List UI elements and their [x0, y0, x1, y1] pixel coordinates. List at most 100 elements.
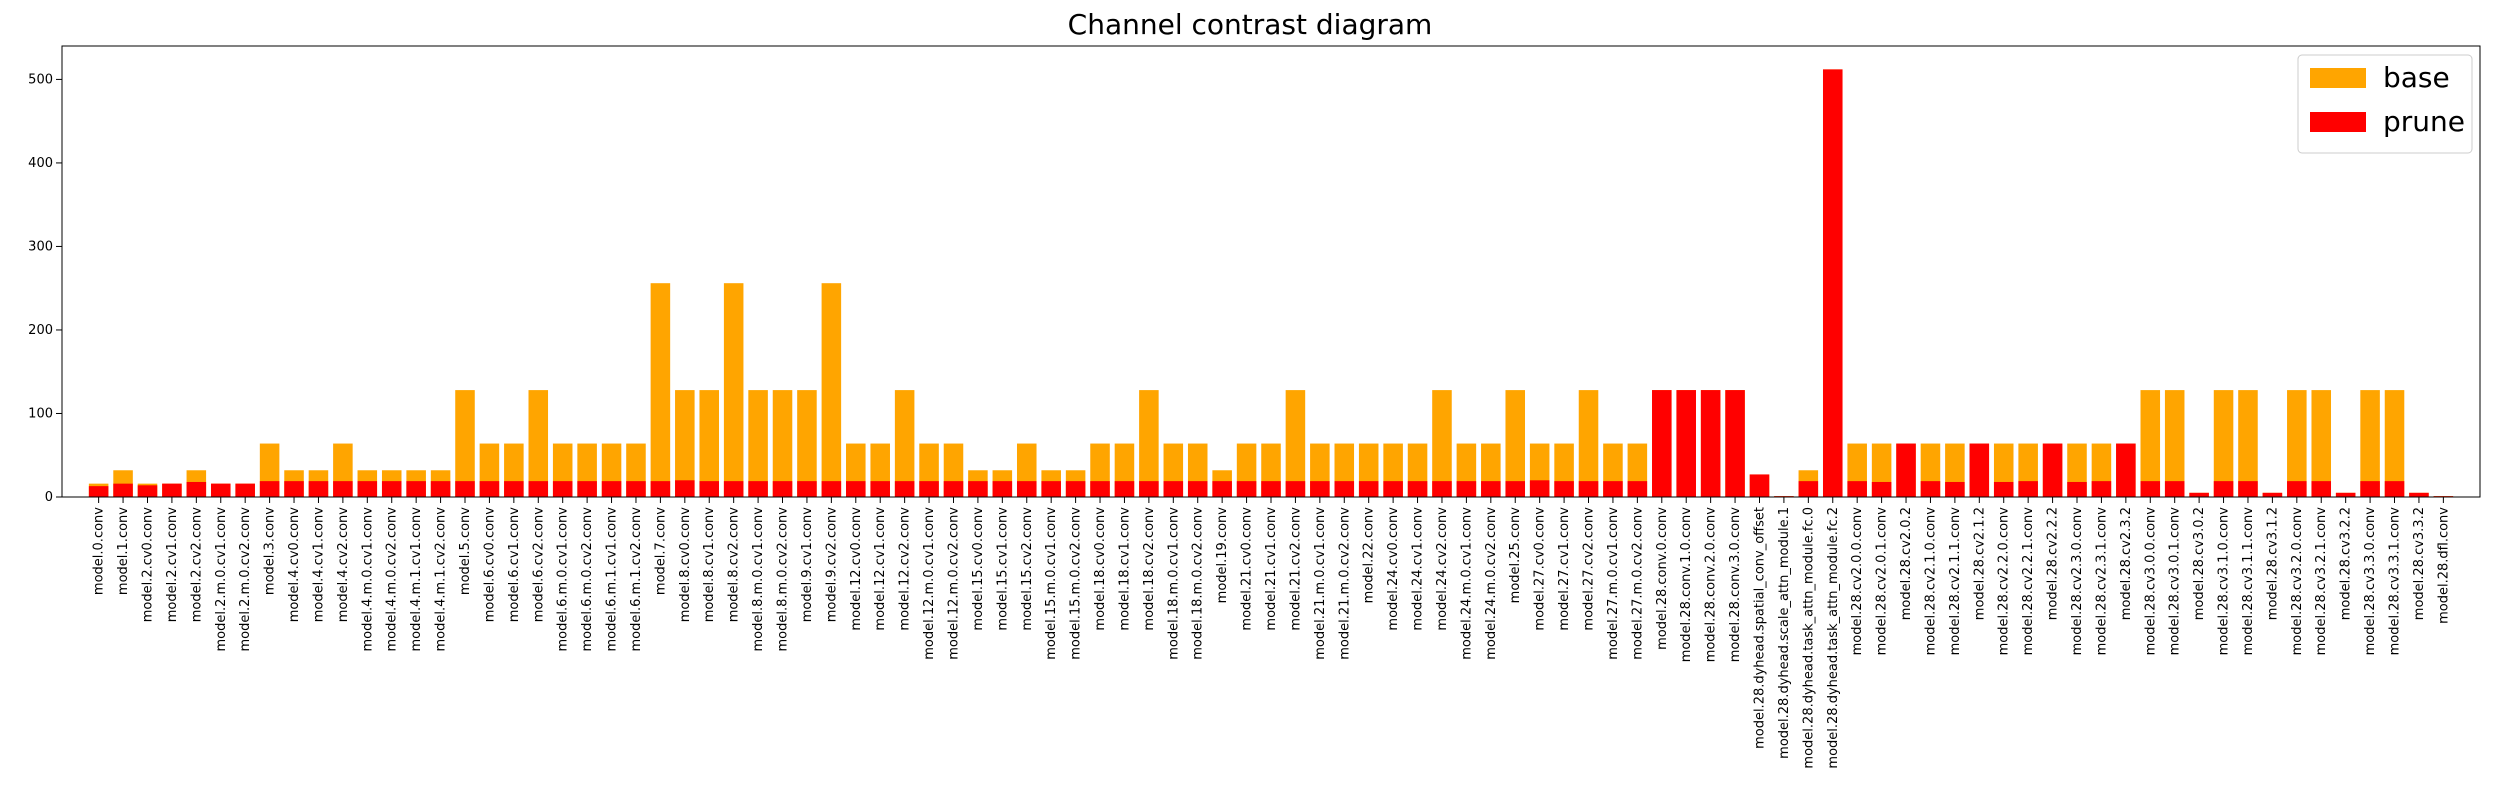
prune-bar — [626, 481, 646, 497]
x-tick-label: model.27.cv2.conv — [1582, 507, 1597, 631]
x-tick-label: model.1.conv — [116, 507, 131, 595]
x-tick-label: model.25.conv — [1508, 507, 1523, 604]
prune-bar — [1285, 481, 1306, 497]
prune-bar — [479, 481, 500, 497]
x-tick-label: model.15.cv1.conv — [995, 507, 1010, 631]
y-tick-label: 100 — [28, 406, 53, 421]
x-tick-label: model.28.cv2.0.1.conv — [1875, 507, 1890, 656]
prune-bar — [2140, 481, 2161, 497]
x-tick-label: model.27.cv1.conv — [1557, 507, 1572, 631]
x-tick-label: model.27.m.0.cv2.conv — [1630, 507, 1645, 660]
base-bar — [2384, 390, 2405, 497]
x-tick-label: model.12.cv0.conv — [849, 507, 864, 631]
prune-bar — [821, 481, 842, 497]
x-tick-label: model.28.conv.2.0.conv — [1704, 507, 1719, 663]
x-tick-label: model.28.cv3.2.0.conv — [2290, 507, 2305, 656]
base-bar — [2140, 390, 2161, 497]
x-tick-label: model.2.cv0.conv — [140, 507, 155, 623]
base-bar — [772, 390, 793, 497]
prune-bar — [235, 483, 255, 497]
x-tick-label: model.28.dyhead.task_attn_module.fc.2 — [1826, 507, 1841, 769]
x-tick-label: model.28.cv3.3.1.conv — [2388, 507, 2403, 656]
plot-frame — [61, 45, 2481, 498]
x-tick-label: model.24.cv0.conv — [1386, 507, 1401, 631]
base-bar — [2287, 390, 2307, 497]
prune-bar — [2067, 481, 2087, 497]
base-bar — [821, 283, 842, 497]
prune-bar — [162, 483, 182, 497]
prune-bar — [381, 481, 402, 497]
legend-swatch-prune — [2310, 112, 2366, 132]
x-tick-label: model.21.cv0.conv — [1240, 507, 1255, 631]
x-tick-label: model.6.cv2.conv — [531, 507, 546, 623]
prune-bar — [2335, 492, 2356, 497]
legend: base prune — [2297, 54, 2473, 154]
x-tick-label: model.6.m.1.cv2.conv — [629, 507, 644, 652]
prune-bar — [308, 481, 329, 497]
prune-bar — [1969, 443, 1990, 497]
x-tick-label: model.24.cv2.conv — [1435, 507, 1450, 631]
prune-bar — [2409, 492, 2429, 497]
x-tick-label: model.18.cv1.conv — [1117, 507, 1132, 631]
prune-bar — [1700, 390, 1721, 497]
prune-bar — [455, 481, 475, 497]
prune-bar — [2384, 481, 2405, 497]
x-tick-label: model.28.cv2.3.0.conv — [2070, 507, 2085, 656]
x-tick-label: model.28.conv.1.0.conv — [1679, 507, 1694, 663]
base-bar — [2213, 390, 2234, 497]
prune-bar — [2213, 481, 2234, 497]
prune-bar — [1114, 481, 1135, 497]
prune-bar — [504, 481, 524, 497]
prune-bar — [1871, 481, 1892, 497]
prune-bar — [1725, 390, 1745, 497]
prune-bar — [2189, 492, 2209, 497]
prune-bar — [1627, 481, 1648, 497]
prune-bar — [1310, 481, 1330, 497]
x-tick-label: model.28.dyhead.scale_attn_module.1 — [1777, 507, 1792, 759]
base-bar — [528, 390, 549, 497]
base-bars-group — [88, 69, 2454, 497]
base-bar — [650, 283, 671, 497]
x-tick-label: model.28.cv3.0.2 — [2192, 507, 2207, 620]
prune-bar — [919, 481, 939, 497]
x-tick-label: model.24.m.0.cv1.conv — [1459, 507, 1474, 660]
prune-bar — [2018, 481, 2038, 497]
x-tick-label: model.7.conv — [653, 507, 668, 595]
x-tick-label: model.12.m.0.cv1.conv — [922, 507, 937, 660]
x-tick-label: model.28.cv2.0.2 — [1899, 507, 1914, 620]
prune-bar — [1261, 481, 1281, 497]
prune-bar — [1334, 481, 1355, 497]
prune-bar — [2287, 481, 2307, 497]
base-bar — [1505, 390, 1526, 497]
prune-bar — [1139, 481, 1159, 497]
prune-bar — [870, 481, 890, 497]
x-tick-label: model.28.conv.0.conv — [1655, 507, 1670, 650]
prune-bar — [1603, 481, 1623, 497]
legend-swatch-base — [2310, 68, 2366, 88]
x-tick-label: model.28.cv2.2.0.conv — [1997, 507, 2012, 656]
x-tick-label: model.6.m.1.cv1.conv — [605, 507, 620, 652]
x-tick-label: model.12.m.0.cv2.conv — [946, 507, 961, 660]
prune-bar — [992, 481, 1013, 497]
x-tick-label: model.4.m.1.cv1.conv — [409, 507, 424, 652]
prune-bar — [846, 481, 866, 497]
x-tick-label: model.28.cv2.1.2 — [1972, 507, 1987, 620]
x-tick-label: model.4.cv2.conv — [336, 507, 351, 623]
x-tick-label: model.18.m.0.cv1.conv — [1166, 507, 1181, 660]
prune-bar — [894, 481, 915, 497]
base-bar — [894, 390, 915, 497]
x-tick-label: model.18.m.0.cv2.conv — [1191, 507, 1206, 660]
x-tick-label: model.28.cv2.2.2 — [2046, 507, 2061, 620]
x-tick-label: model.21.m.0.cv1.conv — [1313, 507, 1328, 660]
x-tick-label: model.15.m.0.cv2.conv — [1069, 507, 1084, 660]
x-tick-label: model.12.cv1.conv — [873, 507, 888, 631]
prune-bar — [675, 480, 695, 497]
x-tick-label: model.8.m.0.cv2.conv — [776, 507, 791, 652]
prune-bar — [968, 481, 988, 497]
x-tick-label: model.28.dfl.conv — [2436, 507, 2451, 624]
x-tick-label: model.2.m.0.cv2.conv — [238, 507, 253, 652]
x-tick-label: model.28.cv2.1.0.conv — [1923, 507, 1938, 656]
base-bar — [797, 390, 817, 497]
x-tick-label: model.28.dyhead.spatial_conv_offset — [1752, 507, 1767, 749]
x-tick-label: model.6.m.0.cv1.conv — [556, 507, 571, 652]
